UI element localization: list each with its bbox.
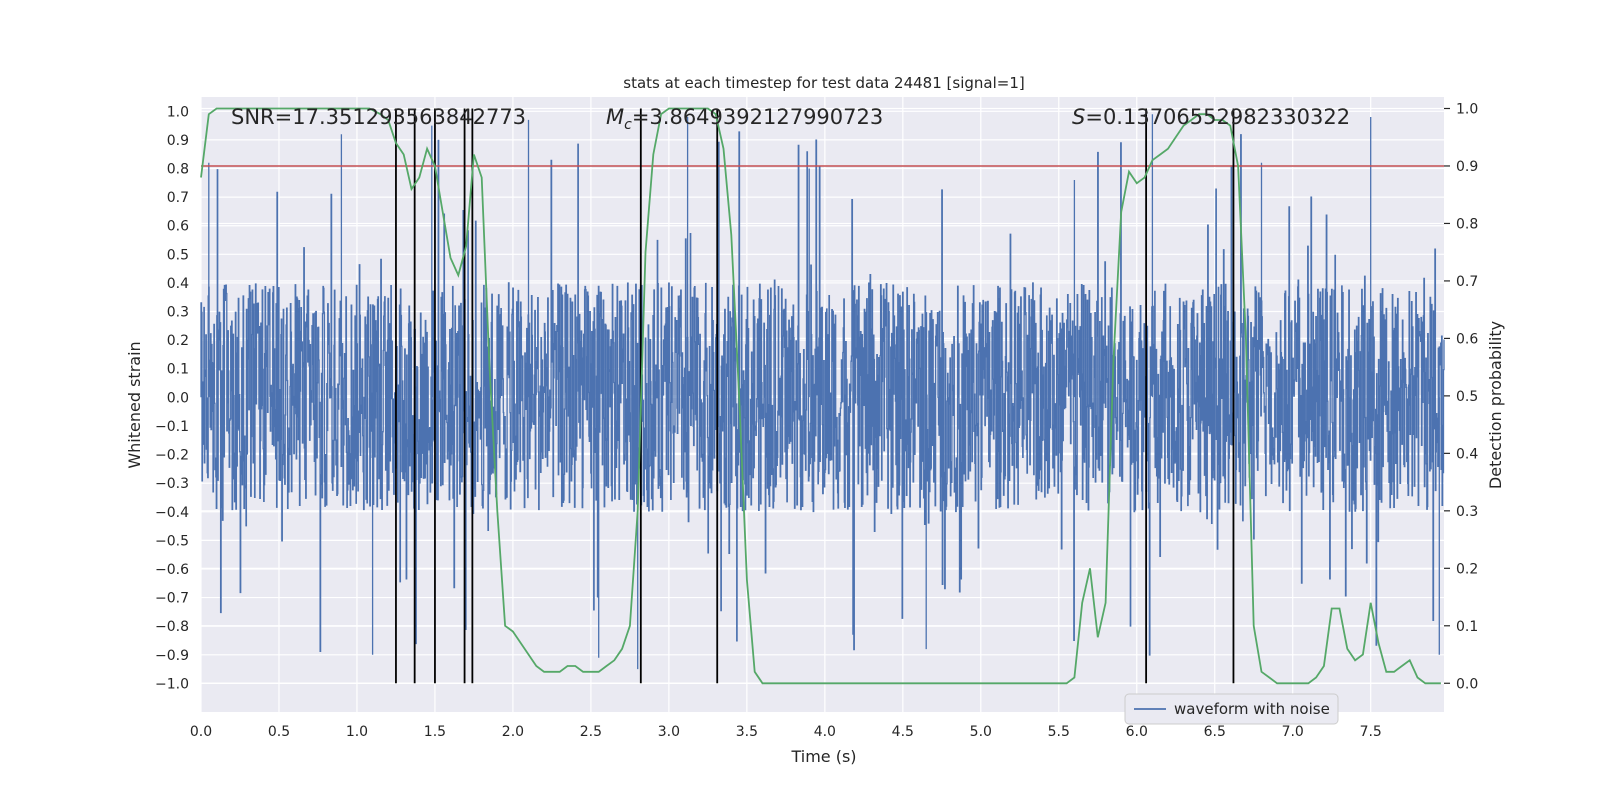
chirp-mass-symbol: M <box>606 105 624 129</box>
chart-title: stats at each timestep for test data 244… <box>623 74 1024 92</box>
waveform-series <box>200 114 1445 670</box>
y-left-tick-label: 0.3 <box>167 305 189 321</box>
y-right-axis-ticks: 1.0 0.9 0.8 0.7 0.6 0.5 0.4 0.3 0.2 0.1 0.0 <box>1444 101 1478 692</box>
y-right-tick-label: 0.5 <box>1456 389 1478 405</box>
y-right-tick-label: 0.3 <box>1456 504 1478 520</box>
x-axis-label: Time (s) <box>790 747 856 766</box>
spin-value: =0.13706552982330322 <box>1085 105 1350 129</box>
x-tick-label: 0.0 <box>190 724 212 740</box>
y-left-tick-label: 1.0 <box>167 104 189 120</box>
y-right-tick-label: 0.7 <box>1456 274 1478 290</box>
chirp-mass-subscript: c <box>624 117 632 133</box>
y-left-tick-label: −1.0 <box>155 676 189 692</box>
y-left-tick-label: −0.4 <box>155 505 189 521</box>
y-right-tick-label: 0.1 <box>1456 619 1478 635</box>
y-left-tick-label: 0.9 <box>167 133 189 149</box>
y-axis-label-left: Whitened strain <box>125 341 144 468</box>
x-tick-label: 2.5 <box>580 724 602 740</box>
probability-series-line <box>200 107 1441 685</box>
y-left-tick-label: −0.9 <box>155 648 189 664</box>
spin-annotation: S=0.13706552982330322 <box>1072 105 1350 129</box>
y-right-tick-label: 0.6 <box>1456 331 1478 347</box>
x-tick-label: 1.0 <box>346 724 368 740</box>
x-tick-label: 3.5 <box>736 724 758 740</box>
chirp-mass-annotation: Mc=3.8649392127990723 <box>606 105 883 133</box>
snr-annotation: SNR=17.351293563842773 <box>231 105 526 129</box>
y-axis-label-right: Detection probability <box>1486 321 1505 489</box>
x-tick-label: 0.5 <box>268 724 290 740</box>
y-left-tick-label: −0.2 <box>155 448 189 464</box>
spin-symbol: S <box>1072 105 1085 129</box>
y-left-tick-label: −0.5 <box>155 533 189 549</box>
x-tick-label: 7.5 <box>1360 724 1382 740</box>
x-axis-ticks: 0.0 0.5 1.0 1.5 2.0 2.5 3.0 3.5 4.0 4.5 5.0 5.5 6.0 6… <box>190 724 1382 740</box>
legend-box <box>1124 693 1339 725</box>
y-left-tick-label: −0.8 <box>155 619 189 635</box>
waveform-trace <box>200 114 1445 670</box>
y-right-tick-label: 0.2 <box>1456 561 1478 577</box>
x-tick-label: 4.5 <box>892 724 914 740</box>
legend-label: waveform with noise <box>1174 700 1330 718</box>
x-tick-label: 2.0 <box>502 724 524 740</box>
y-left-tick-label: 0.8 <box>167 162 189 178</box>
y-left-tick-label: 0.6 <box>167 219 189 235</box>
y-left-tick-label: 0.5 <box>167 247 189 263</box>
legend: waveform with noise <box>1124 693 1339 725</box>
x-tick-label: 6.5 <box>1204 724 1226 740</box>
y-left-axis-ticks: 1.0 0.9 0.8 0.7 0.6 0.5 0.4 0.3 0.2 0.1 0.0 −0.1 −0.… <box>155 104 189 692</box>
y-right-tick-label: 0.9 <box>1456 159 1478 175</box>
y-left-tick-label: 0.1 <box>167 362 189 378</box>
y-right-tick-label: 0.0 <box>1456 676 1478 692</box>
y-right-tick-label: 0.8 <box>1456 216 1478 232</box>
x-tick-label: 7.0 <box>1282 724 1304 740</box>
x-tick-label: 5.0 <box>970 724 992 740</box>
y-left-tick-label: 0.7 <box>167 190 189 206</box>
x-tick-label: 6.0 <box>1126 724 1148 740</box>
y-left-tick-label: 0.4 <box>167 276 189 292</box>
y-left-tick-label: −0.6 <box>155 562 189 578</box>
x-tick-label: 1.5 <box>424 724 446 740</box>
x-tick-label: 5.5 <box>1048 724 1070 740</box>
y-left-tick-label: −0.3 <box>155 476 189 492</box>
y-left-tick-label: −0.1 <box>155 419 189 435</box>
chirp-mass-value: =3.8649392127990723 <box>632 105 883 129</box>
y-left-tick-label: 0.0 <box>167 390 189 406</box>
x-tick-label: 4.0 <box>814 724 836 740</box>
y-right-tick-label: 0.4 <box>1456 446 1478 462</box>
y-left-tick-label: −0.7 <box>155 591 189 607</box>
x-tick-label: 3.0 <box>658 724 680 740</box>
y-right-tick-label: 1.0 <box>1456 101 1478 117</box>
y-left-tick-label: 0.2 <box>167 333 189 349</box>
